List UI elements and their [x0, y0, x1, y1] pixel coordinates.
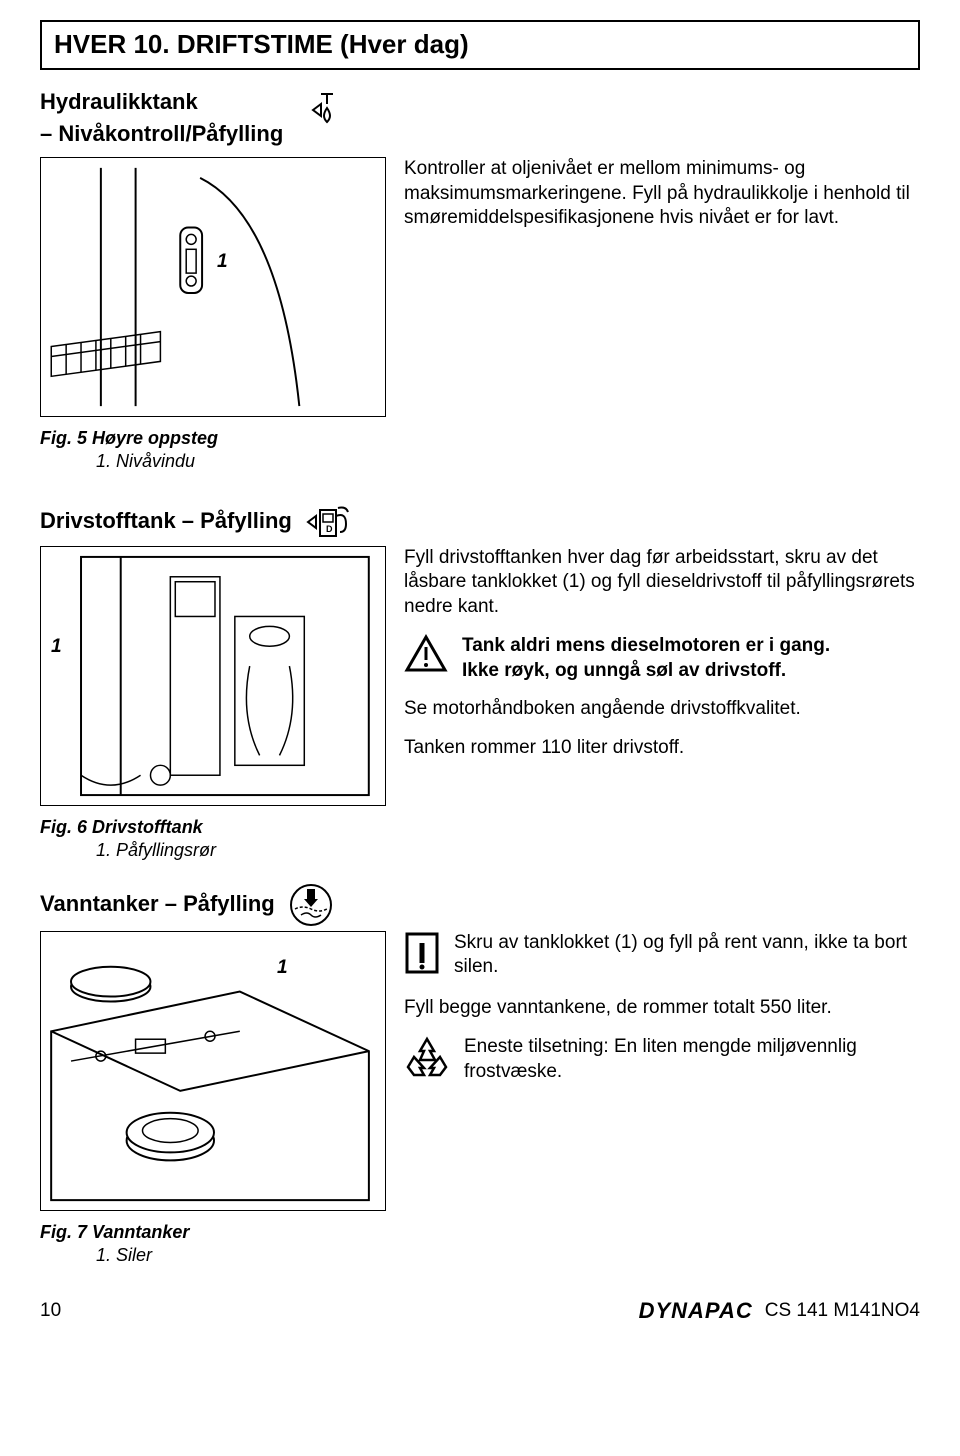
- figure-7-caption: Fig. 7 Vanntanker 1. Siler: [40, 1221, 920, 1268]
- figure-6-callout: 1: [51, 635, 62, 660]
- section-drivstofftank: Drivstofftank – Påfylling D: [40, 502, 920, 863]
- figure-6: 1: [40, 546, 386, 806]
- section1-body: Kontroller at oljenivået er mellom minim…: [404, 157, 920, 231]
- figure-5-caption: Fig. 5 Høyre oppsteg 1. Nivåvindu: [40, 427, 920, 474]
- warning-box: Tank aldri mens dieselmotoren er i gang.…: [404, 634, 920, 683]
- section1-subheading: – Nivåkontroll/Påfylling: [40, 120, 283, 149]
- page-title: HVER 10. DRIFTSTIME (Hver dag): [54, 28, 906, 62]
- section-hydraulikktank: Hydraulikktank – Nivåkontroll/Påfylling: [40, 88, 920, 474]
- figure-5-callout: 1: [217, 250, 228, 275]
- section3-body: Fyll begge vanntankene, de rommer totalt…: [404, 996, 920, 1021]
- page-title-box: HVER 10. DRIFTSTIME (Hver dag): [40, 20, 920, 70]
- fuel-pump-icon: D: [306, 502, 352, 542]
- recycle-icon: [404, 1035, 450, 1087]
- section2-heading: Drivstofftank – Påfylling: [40, 507, 292, 536]
- figure-7-callout: 1: [277, 956, 288, 981]
- svg-text:D: D: [326, 524, 333, 534]
- recycle-text: Eneste tilsetning: En liten mengde miljø…: [464, 1035, 920, 1084]
- oil-level-icon: [303, 90, 343, 130]
- section1-heading: Hydraulikktank: [40, 88, 283, 117]
- section2-body: Fyll drivstofftanken hver dag før arbeid…: [404, 546, 920, 620]
- warning-triangle-icon: [404, 634, 448, 682]
- page-footer: 10 DYNAPAC CS 141 M141NO4: [40, 1297, 920, 1342]
- recycle-box: Eneste tilsetning: En liten mengde miljø…: [404, 1035, 920, 1087]
- info-box: Skru av tanklokket (1) og fyll på rent v…: [404, 931, 920, 983]
- section3-heading: Vanntanker – Påfylling: [40, 890, 275, 919]
- figure-5: 1: [40, 157, 386, 417]
- water-fill-icon: [289, 883, 333, 927]
- brand-logo: DYNAPAC: [639, 1297, 753, 1326]
- page-number: 10: [40, 1299, 61, 1324]
- figure-6-caption: Fig. 6 Drivstofftank 1. Påfyllingsrør: [40, 816, 920, 863]
- info-text: Skru av tanklokket (1) og fyll på rent v…: [454, 931, 920, 980]
- info-icon: [404, 931, 440, 983]
- section-vanntanker: Vanntanker – Påfylling: [40, 883, 920, 1268]
- doc-code: CS 141 M141NO4: [765, 1299, 920, 1324]
- figure-7: 1: [40, 931, 386, 1211]
- warning-line1: Tank aldri mens dieselmotoren er i gang.: [462, 634, 830, 659]
- warning-line2: Ikke røyk, og unngå søl av drivstoff.: [462, 659, 830, 684]
- section2-body3: Tanken rommer 110 liter drivstoff.: [404, 736, 920, 761]
- section2-body2: Se motorhåndboken angående drivstoffkval…: [404, 697, 920, 722]
